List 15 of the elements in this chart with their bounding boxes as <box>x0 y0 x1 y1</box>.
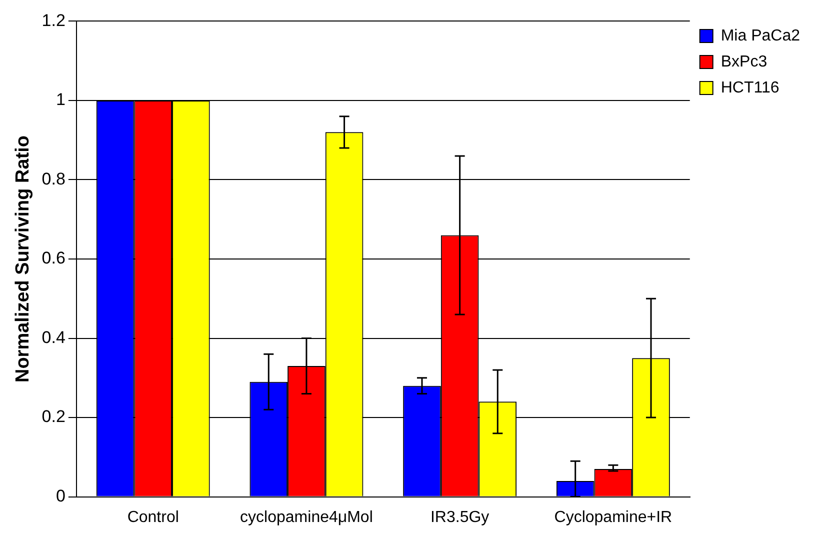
legend-label: Mia PaCa2 <box>720 27 800 44</box>
x-tick-label: IR3.5Gy <box>430 508 490 526</box>
x-tick-label: Cyclopamine+IR <box>554 508 672 526</box>
y-tick-label: 0.4 <box>42 328 66 347</box>
legend-label: HCT116 <box>720 79 780 96</box>
legend-label: BxPc3 <box>720 53 768 70</box>
y-tick-label: 0.2 <box>42 407 66 426</box>
y-tick-label: 0 <box>56 486 66 506</box>
y-tick-label: 0.8 <box>42 169 66 188</box>
x-tick-label: Control <box>127 508 179 526</box>
y-tick-label: 1.2 <box>42 10 66 30</box>
y-tick-label: 1 <box>56 90 66 110</box>
y-tick-label: 0.6 <box>42 248 66 268</box>
x-tick-label: cyclopamine4μMol <box>240 508 373 526</box>
y-axis-title: Normalized Surviving Ratio <box>12 135 34 383</box>
